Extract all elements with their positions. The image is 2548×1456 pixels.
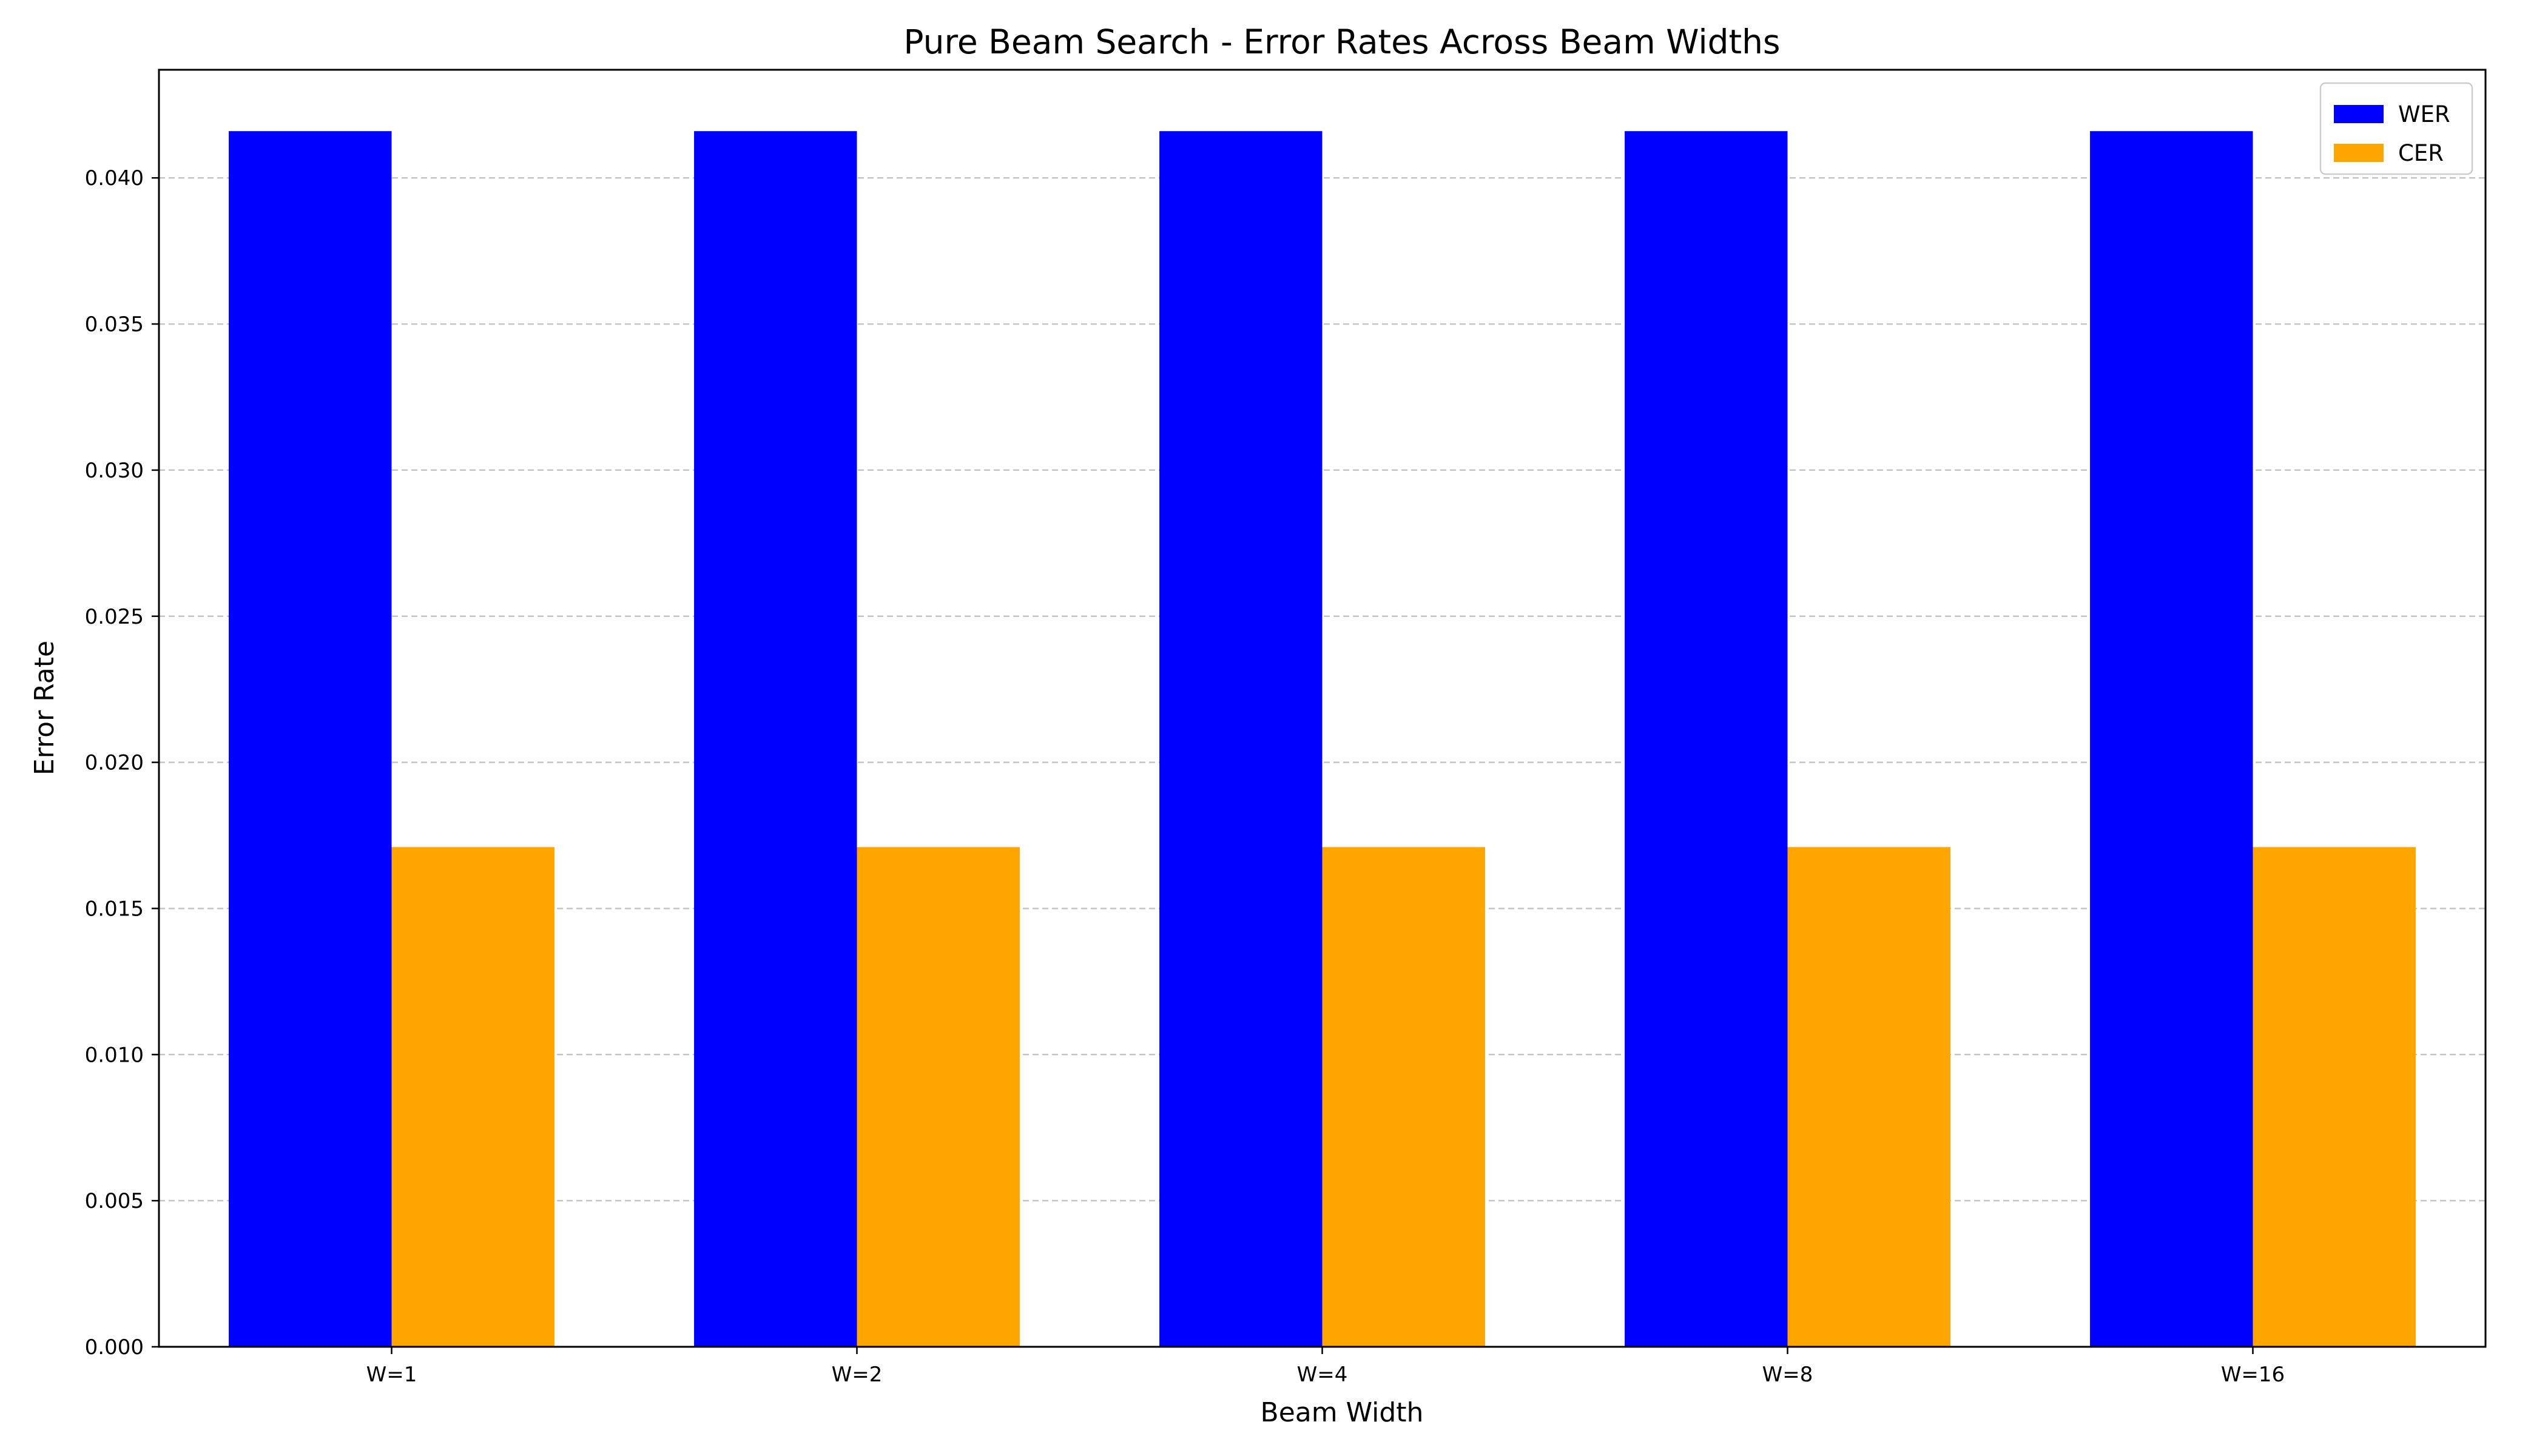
y-tick-label: 0.030 (85, 459, 144, 483)
y-tick-label: 0.005 (85, 1189, 144, 1213)
y-tick-label: 0.040 (85, 166, 144, 190)
x-axis-label: Beam Width (1261, 1397, 1424, 1428)
bar-cer-w16 (2253, 847, 2416, 1347)
y-axis-ticks: 0.000 0.005 0.010 0.015 0.020 0.025 0.030 0.035… (85, 166, 159, 1360)
x-tick-label: W=16 (2221, 1363, 2285, 1387)
legend-label-wer: WER (2398, 101, 2450, 127)
x-axis-ticks: W=1 W=2 W=4 W=8 W=16 (366, 1347, 2285, 1387)
y-tick-label: 0.010 (85, 1043, 144, 1067)
bars (229, 131, 2416, 1347)
y-tick-label: 0.035 (85, 312, 144, 337)
bar-wer-w4 (1159, 131, 1323, 1347)
y-tick-label: 0.000 (85, 1335, 144, 1360)
y-tick-label: 0.025 (85, 605, 144, 629)
bar-wer-w16 (2090, 131, 2253, 1347)
x-tick-label: W=1 (366, 1363, 417, 1387)
bar-wer-w1 (229, 131, 392, 1347)
x-tick-label: W=2 (832, 1363, 883, 1387)
x-tick-label: W=8 (1762, 1363, 1813, 1387)
legend: WER CER (2319, 82, 2473, 175)
bar-wer-w8 (1625, 131, 1788, 1347)
legend-swatch-cer (2334, 144, 2384, 162)
bar-cer-w4 (1322, 847, 1485, 1347)
bar-cer-w8 (1787, 847, 1950, 1347)
bar-wer-w2 (694, 131, 857, 1347)
chart-title: Pure Beam Search - Error Rates Across Be… (903, 22, 1780, 61)
bar-cer-w1 (391, 847, 554, 1347)
legend-swatch-wer (2334, 105, 2384, 123)
y-axis-label: Error Rate (29, 641, 60, 775)
x-tick-label: W=4 (1297, 1363, 1348, 1387)
legend-label-cer: CER (2398, 140, 2444, 166)
y-tick-label: 0.020 (85, 751, 144, 775)
y-tick-label: 0.015 (85, 897, 144, 921)
bar-cer-w2 (857, 847, 1020, 1347)
